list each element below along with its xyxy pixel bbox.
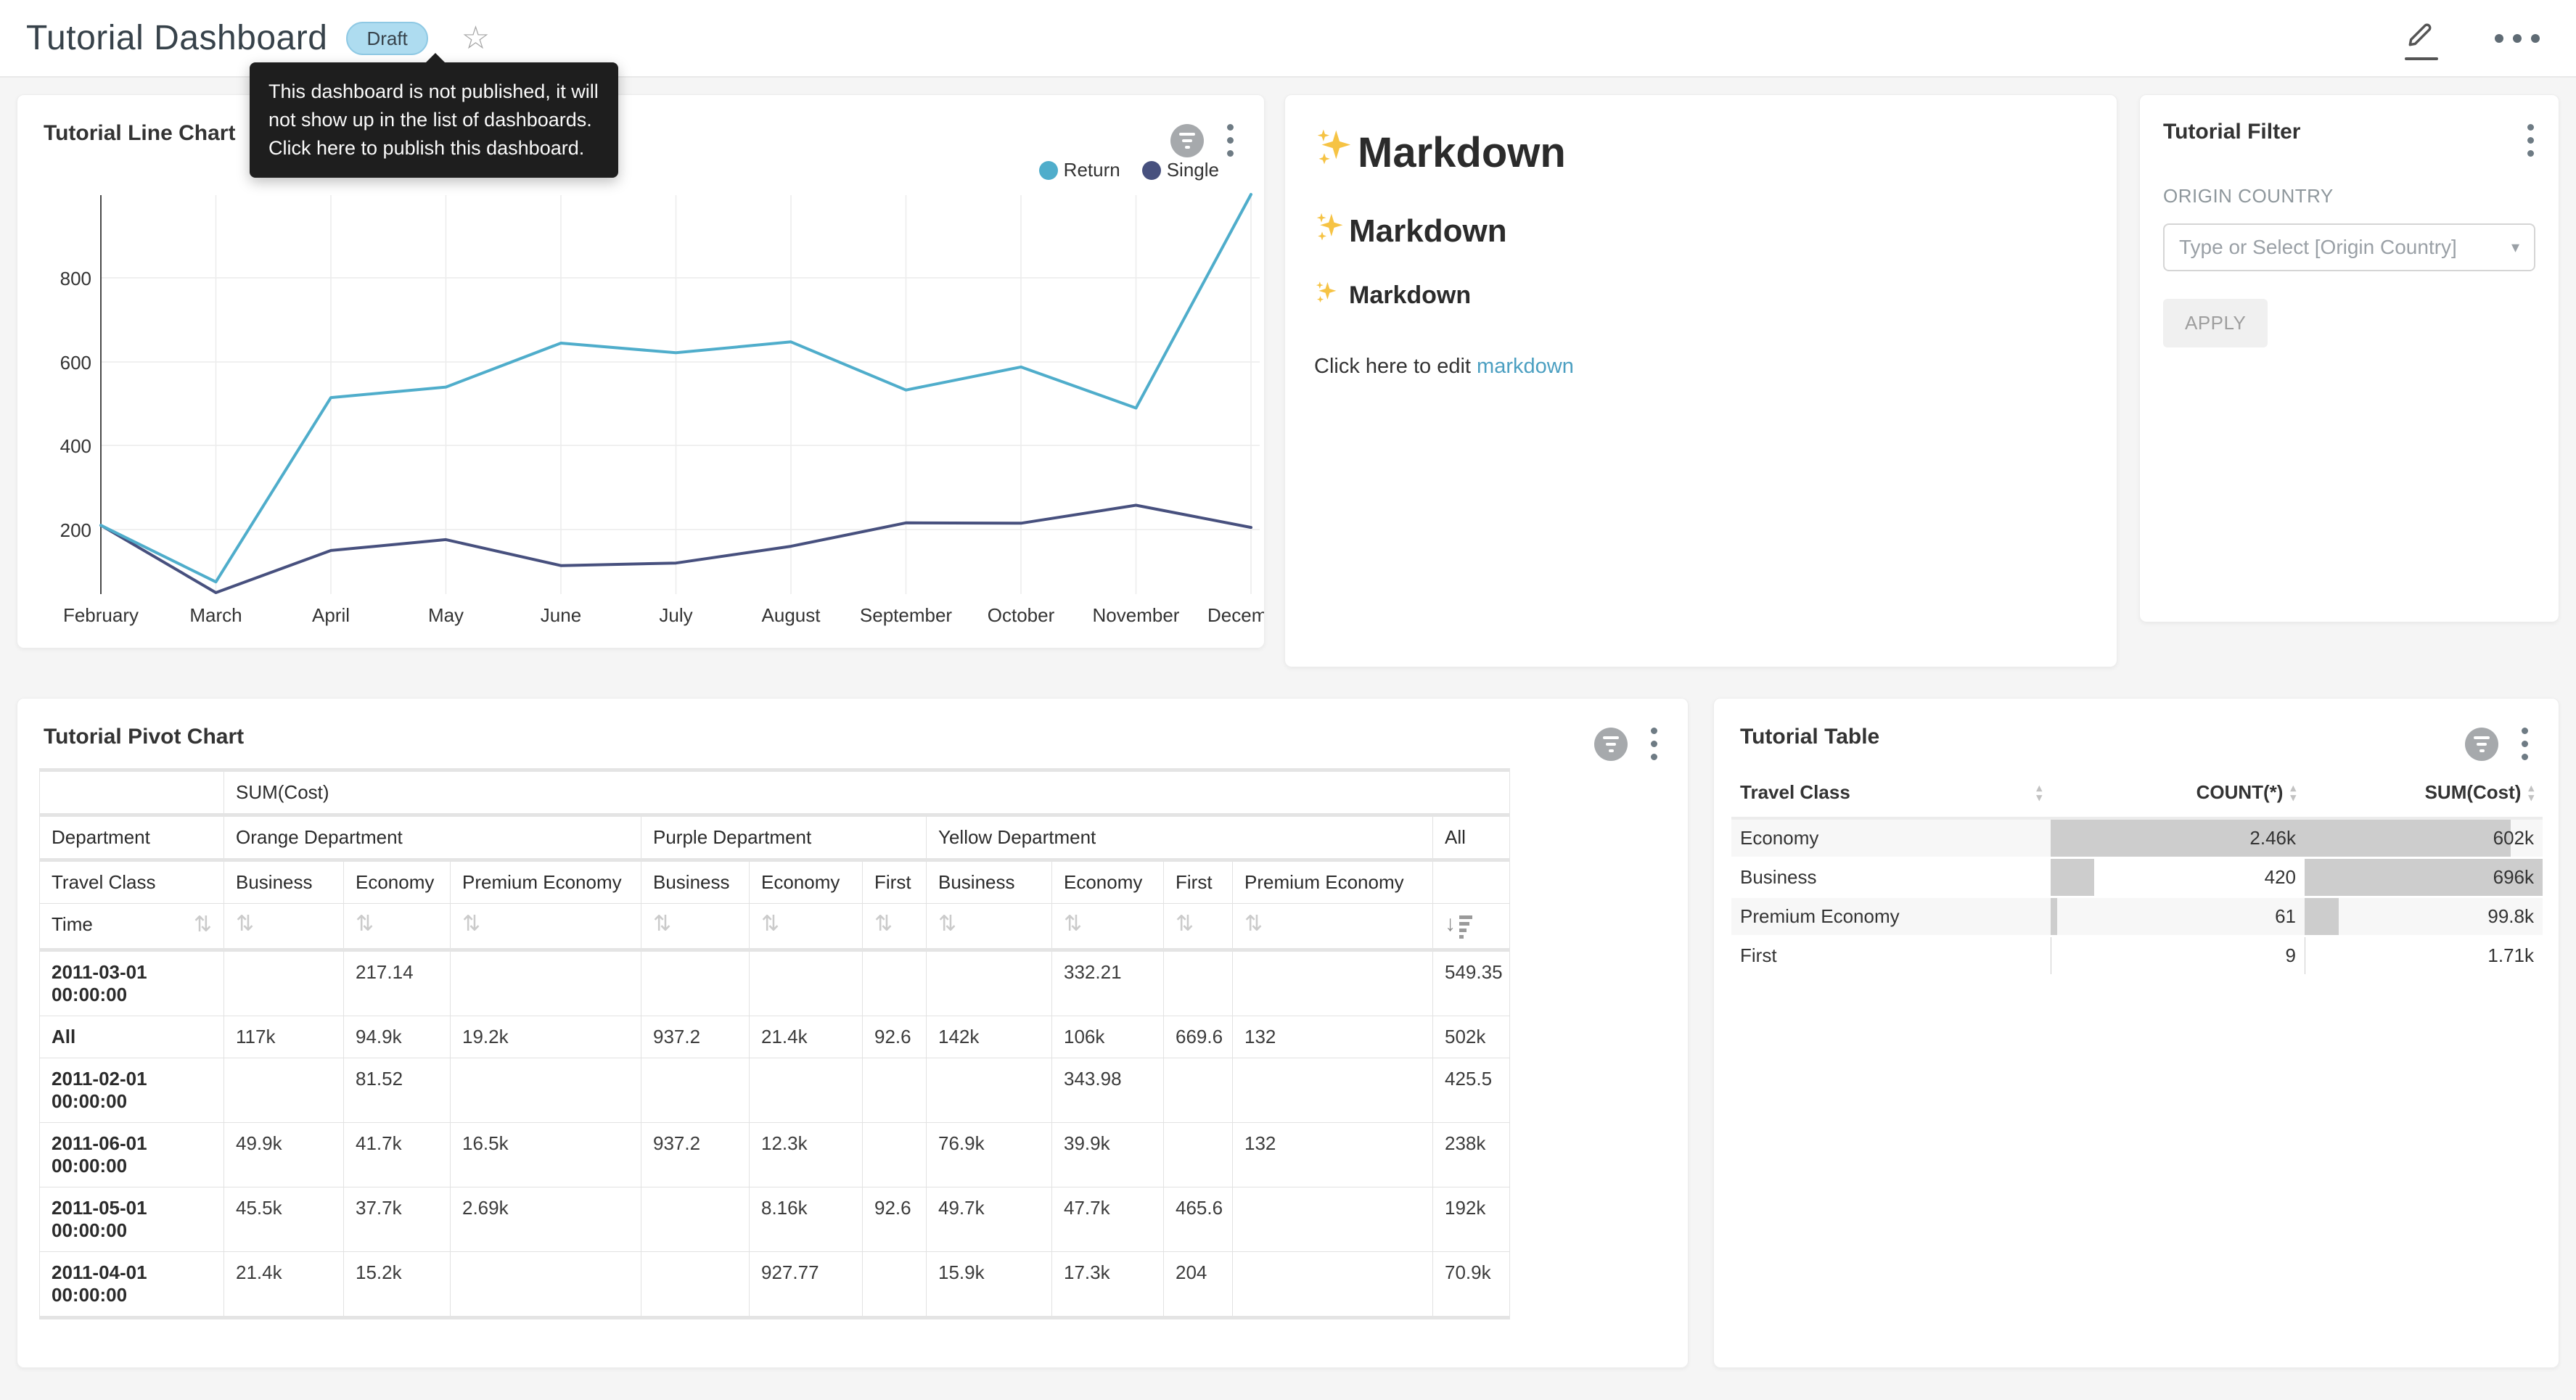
pivot-travel-class-row: Travel Class Business Economy Premium Ec… xyxy=(40,860,1510,904)
table-row: 2011-05-01 00:00:00 45.5k37.7k2.69k 8.16… xyxy=(40,1187,1510,1252)
pivot-chart-card: Tutorial Pivot Chart SUM(Cost) Departmen… xyxy=(17,698,1689,1368)
y-tick: 600 xyxy=(41,352,91,374)
y-tick: 400 xyxy=(41,435,91,458)
pivot-travel-class-label: Travel Class xyxy=(40,860,224,904)
sort-icon: ▴▾ xyxy=(2290,783,2296,802)
origin-country-select[interactable]: Type or Select [Origin Country] ▾ xyxy=(2163,223,2535,271)
pivot-group-orange: Orange Department xyxy=(224,815,641,860)
pivot-group-all: All xyxy=(1433,815,1510,860)
sum-bar xyxy=(2305,820,2511,857)
col-count[interactable]: COUNT(*) ▴▾ xyxy=(2051,768,2305,818)
chevron-down-icon: ▾ xyxy=(2511,238,2519,257)
apply-button[interactable]: APPLY xyxy=(2163,299,2268,347)
pivot-department-row: Department Orange Department Purple Depa… xyxy=(40,815,1510,860)
pivot-group-yellow: Yellow Department xyxy=(927,815,1433,860)
filter-card-menu[interactable] xyxy=(2523,120,2538,161)
edit-markdown-link[interactable]: markdown xyxy=(1477,355,1574,378)
applied-filter-icon[interactable] xyxy=(2465,728,2498,761)
pencil-icon xyxy=(2405,17,2438,54)
pivot-group-purple: Purple Department xyxy=(641,815,927,860)
markdown-h2: Markdown xyxy=(1314,211,2088,251)
line-chart-plot[interactable] xyxy=(17,95,1265,648)
col-sum-cost[interactable]: SUM(Cost) ▴▾ xyxy=(2305,768,2543,818)
pivot-metric-header: SUM(Cost) xyxy=(224,770,1510,815)
pivot-metric-row: SUM(Cost) xyxy=(40,770,1510,815)
favorite-star-icon[interactable]: ☆ xyxy=(462,22,490,54)
count-bar xyxy=(2051,859,2094,896)
draft-status-badge[interactable]: Draft xyxy=(346,22,427,55)
table-row[interactable]: Economy 2.46k 602k xyxy=(1731,818,2543,857)
x-tick: November xyxy=(1078,604,1194,627)
pivot-chart-menu[interactable] xyxy=(1646,723,1662,765)
sort-icon: ⇅ xyxy=(874,912,893,936)
pivot-department-label: Department xyxy=(40,815,224,860)
x-tick: December xyxy=(1193,604,1265,627)
pivot-table: SUM(Cost) Department Orange Department P… xyxy=(39,768,1510,1319)
markdown-paragraph: Click here to edit markdown xyxy=(1314,355,2088,379)
table-card-title: Tutorial Table xyxy=(1740,725,1879,749)
unpublished-tooltip: This dashboard is not published, it will… xyxy=(250,62,618,178)
sparkles-icon xyxy=(1314,127,1355,178)
pivot-time-sort-row: Time⇅ ⇅ ⇅ ⇅ ⇅ ⇅ ⇅ ⇅ ⇅ ⇅ ⇅ ↓ xyxy=(40,904,1510,950)
table-header-row: Travel Class ▴▾ COUNT(*) ▴▾ SUM(Cost) ▴▾ xyxy=(1731,768,2543,818)
table-row: 2011-06-01 00:00:00 49.9k41.7k16.5k 937.… xyxy=(40,1123,1510,1187)
sum-bar xyxy=(2305,898,2339,935)
table-card-menu[interactable] xyxy=(2517,723,2532,765)
sort-icon: ⇅ xyxy=(938,912,956,936)
table-row[interactable]: Premium Economy 61 99.8k xyxy=(1731,897,2543,936)
x-tick: June xyxy=(503,604,619,627)
markdown-card: Markdown Markdown Markdown Click here to… xyxy=(1284,94,2117,667)
page-title: Tutorial Dashboard xyxy=(26,18,327,58)
table-card: Tutorial Table Travel Class ▴▾ COUNT(*) … xyxy=(1713,698,2559,1368)
pivot-chart-title: Tutorial Pivot Chart xyxy=(44,725,244,749)
sort-icon: ⇅ xyxy=(1176,912,1194,936)
select-placeholder: Type or Select [Origin Country] xyxy=(2179,236,2511,259)
count-bar xyxy=(2051,898,2057,935)
sort-icon: ⇅ xyxy=(1244,912,1263,936)
sort-icon: ⇅ xyxy=(356,912,374,936)
x-tick: September xyxy=(848,604,964,627)
x-tick: May xyxy=(388,604,504,627)
sort-icon: ⇅ xyxy=(194,914,212,936)
sort-icon: ⇅ xyxy=(462,912,480,936)
markdown-h1: Markdown xyxy=(1314,127,2088,178)
x-tick: August xyxy=(733,604,849,627)
origin-country-label: ORIGIN COUNTRY xyxy=(2163,185,2535,207)
sparkles-icon xyxy=(1314,280,1339,311)
sort-icon: ⇅ xyxy=(761,912,779,936)
table-row: 2011-03-01 00:00:00 217.14 332.21 549.35 xyxy=(40,950,1510,1016)
table-row[interactable]: Business 420 696k xyxy=(1731,857,2543,897)
x-tick: March xyxy=(158,604,274,627)
filter-card-title: Tutorial Filter xyxy=(2163,120,2535,144)
edit-dashboard-button[interactable] xyxy=(2402,17,2441,60)
y-tick: 800 xyxy=(41,268,91,290)
pivot-time-header[interactable]: Time⇅ xyxy=(40,904,224,950)
results-table: Travel Class ▴▾ COUNT(*) ▴▾ SUM(Cost) ▴▾… xyxy=(1731,768,2543,976)
filter-card: Tutorial Filter ORIGIN COUNTRY Type or S… xyxy=(2139,94,2559,622)
sort-icon: ▴▾ xyxy=(2528,783,2534,802)
x-tick: April xyxy=(273,604,389,627)
table-row: 2011-04-01 00:00:00 21.4k15.2k 927.77 15… xyxy=(40,1252,1510,1318)
sort-icon: ⇅ xyxy=(653,912,671,936)
sparkles-icon xyxy=(1314,211,1346,251)
table-row[interactable]: First 9 1.71k xyxy=(1731,936,2543,975)
sort-icon: ⇅ xyxy=(1064,912,1082,936)
line-chart-card: Tutorial Line Chart Return Single 800 60… xyxy=(17,94,1265,648)
table-row: 2011-02-01 00:00:00 81.52 343.98 425.5 xyxy=(40,1058,1510,1123)
col-travel-class[interactable]: Travel Class ▴▾ xyxy=(1731,768,2051,818)
header-more-menu[interactable] xyxy=(2495,34,2540,43)
x-tick: October xyxy=(963,604,1079,627)
markdown-h3: Markdown xyxy=(1314,280,2088,311)
applied-filter-icon[interactable] xyxy=(1594,728,1628,761)
x-tick: July xyxy=(618,604,734,627)
x-tick: February xyxy=(43,604,159,627)
sort-icon: ▴▾ xyxy=(2036,783,2042,802)
sort-descending-icon: ↓ xyxy=(1445,913,1472,939)
sort-icon: ⇅ xyxy=(236,912,254,936)
y-tick: 200 xyxy=(41,519,91,542)
table-row: All 117k94.9k19.2k 937.221.4k92.6 142k10… xyxy=(40,1016,1510,1058)
